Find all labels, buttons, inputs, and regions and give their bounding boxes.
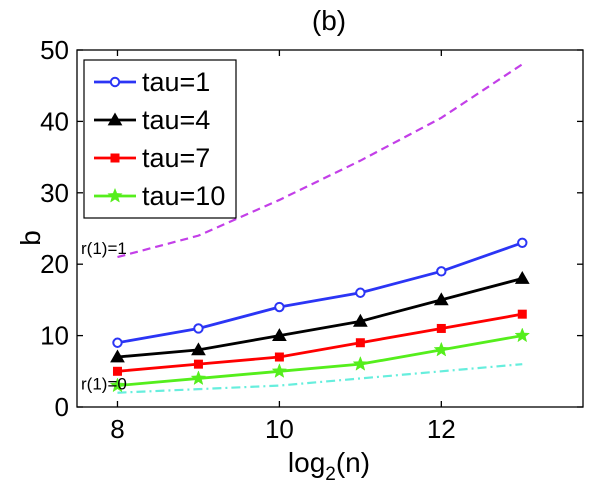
data-point-tau-10 xyxy=(433,341,450,357)
series-tau-7 xyxy=(112,309,527,376)
legend: tau=1 tau=4 tau=7 tau=10 xyxy=(83,59,237,219)
y-tick-label: 50 xyxy=(40,35,69,65)
x-axis-label: log2(n) xyxy=(288,447,370,485)
data-point-tau-1 xyxy=(112,337,123,348)
legend-label: tau=4 xyxy=(142,105,210,135)
legend-box xyxy=(83,59,237,219)
x-axis-label-main: log xyxy=(288,447,325,478)
legend-label: tau=1 xyxy=(142,67,210,97)
series-line-tau-1 xyxy=(117,241,523,345)
data-point-tau-4 xyxy=(272,328,287,341)
y-tick-label: 40 xyxy=(40,106,69,136)
x-tick-label: 12 xyxy=(427,414,456,444)
data-point-tau-4 xyxy=(191,342,206,356)
bound-lines xyxy=(117,63,523,394)
data-point-tau-4 xyxy=(514,270,530,284)
legend-marker xyxy=(110,153,120,163)
data-point-tau-4 xyxy=(110,349,125,363)
legend-item-tau-10: tau=10 xyxy=(94,181,225,211)
axis-ticks xyxy=(77,49,583,408)
data-point-tau-4 xyxy=(433,292,449,306)
x-axis-label-suffix: (n) xyxy=(336,447,370,478)
bound-line-r-1-1 xyxy=(117,63,523,259)
legend-marker xyxy=(109,76,121,88)
series-line-tau-4 xyxy=(117,277,523,359)
legend-item-tau-4: tau=4 xyxy=(94,105,210,135)
series-lines xyxy=(109,237,531,393)
legend-item-tau-1: tau=1 xyxy=(94,67,210,97)
annotation-r-1-0: r(1)=0 xyxy=(81,375,127,394)
legend-label: tau=7 xyxy=(142,143,210,173)
legend-marker xyxy=(107,187,123,203)
y-tick-label: 10 xyxy=(40,321,69,351)
y-tick-label: 0 xyxy=(55,392,69,422)
series-line-tau-7 xyxy=(117,312,523,373)
series-tau-4 xyxy=(110,270,530,363)
data-point-tau-1 xyxy=(355,287,366,298)
data-point-tau-10 xyxy=(190,370,207,386)
data-point-tau-7 xyxy=(193,359,203,369)
bound-annotations: r(1)=1 r(1)=0 xyxy=(81,239,127,394)
y-tick-label: 20 xyxy=(40,249,69,279)
legend-marker xyxy=(107,112,123,126)
y-tick-label: 30 xyxy=(40,178,69,208)
series-tau-1 xyxy=(112,237,528,348)
y-axis-label: b xyxy=(15,230,46,246)
x-tick-label: 10 xyxy=(265,414,294,444)
data-point-tau-1 xyxy=(436,266,447,277)
annotation-r-1-1: r(1)=1 xyxy=(81,239,127,258)
legend-label: tau=10 xyxy=(142,181,225,211)
plot-frame xyxy=(76,49,584,408)
data-point-tau-4 xyxy=(352,313,368,327)
x-tick-label: 8 xyxy=(110,414,124,444)
data-point-tau-1 xyxy=(193,323,204,334)
data-point-tau-7 xyxy=(112,366,122,376)
x-axis-label-sub: 2 xyxy=(325,464,336,485)
data-point-tau-10 xyxy=(514,327,531,343)
data-point-tau-7 xyxy=(355,338,365,348)
data-point-tau-1 xyxy=(517,237,528,248)
chart-title: (b) xyxy=(312,5,346,36)
data-point-tau-10 xyxy=(352,355,369,371)
tick-labels: 8 10 12 0 10 20 30 40 50 xyxy=(40,35,456,444)
legend-item-tau-7: tau=7 xyxy=(94,143,210,173)
data-point-tau-7 xyxy=(436,323,446,333)
data-point-tau-7 xyxy=(517,309,527,319)
series-tau-10 xyxy=(109,327,531,393)
data-point-tau-10 xyxy=(271,363,288,378)
data-point-tau-10 xyxy=(109,377,126,393)
data-point-tau-1 xyxy=(274,301,285,313)
series-line-tau-10 xyxy=(117,334,523,387)
data-point-tau-7 xyxy=(274,352,284,362)
